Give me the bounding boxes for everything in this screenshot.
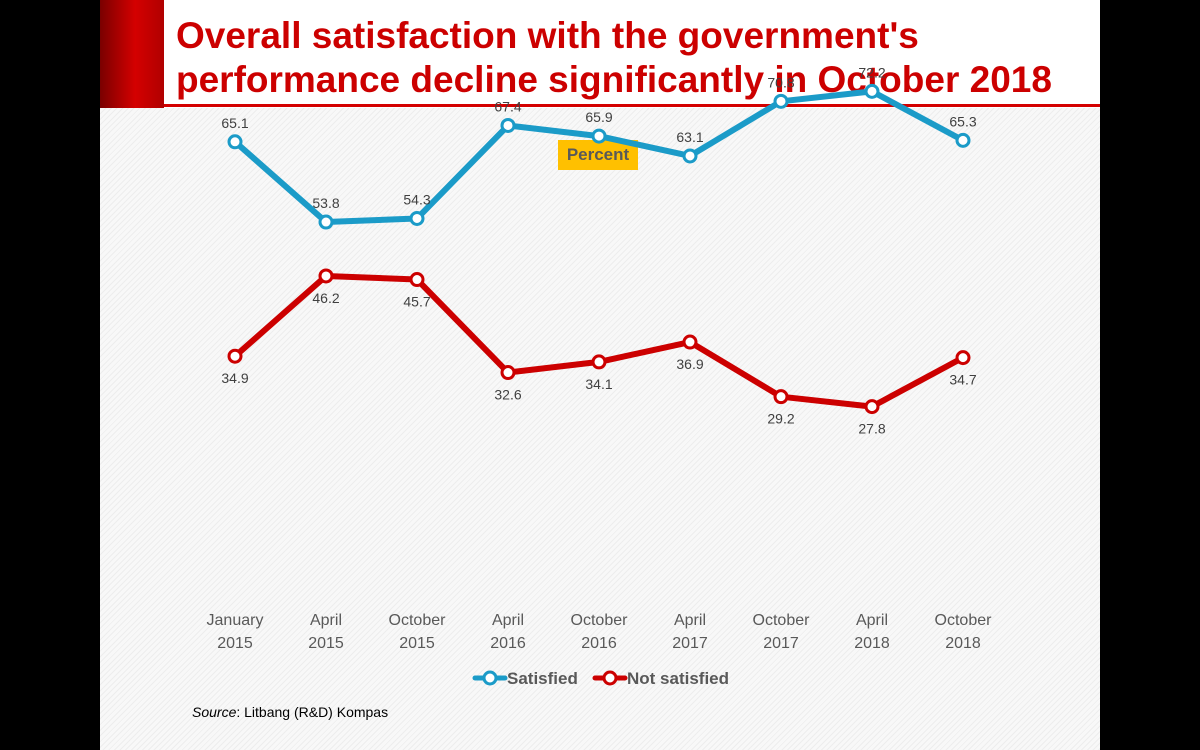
data-label: 67.4 <box>494 98 521 114</box>
x-tick-label-line: 2018 <box>945 635 981 652</box>
data-label: 34.7 <box>949 372 976 388</box>
x-tick-label-line: 2016 <box>581 635 617 652</box>
source-label: Source <box>192 704 237 720</box>
data-point <box>409 210 425 226</box>
x-tick-label: April 2016 <box>490 612 526 652</box>
data-point <box>409 272 425 288</box>
x-tick-label-line: 2017 <box>763 635 799 652</box>
x-tick-label: April 2015 <box>308 612 344 652</box>
source-text: : Litbang (R&D) Kompas <box>236 704 389 720</box>
data-label: 54.3 <box>403 191 430 207</box>
header: Overall satisfaction with the government… <box>100 0 1100 108</box>
data-point <box>227 348 243 364</box>
x-tick-label-line: 2016 <box>490 635 526 652</box>
data-label: 70.8 <box>767 74 794 90</box>
x-tick-label: October 2016 <box>571 612 629 652</box>
x-tick-label-line: April <box>674 612 706 629</box>
x-tick-label-line: 2015 <box>308 635 344 652</box>
data-point <box>318 214 334 230</box>
data-point <box>955 132 971 148</box>
data-point <box>500 365 516 381</box>
data-label: 45.7 <box>403 294 430 310</box>
data-label: 34.1 <box>585 376 612 392</box>
data-point <box>773 389 789 405</box>
data-point <box>318 268 334 284</box>
x-tick-label-line: October <box>753 612 811 629</box>
slide: Overall satisfaction with the government… <box>100 0 1100 750</box>
legend-swatch-marker <box>602 670 618 686</box>
data-label: 46.2 <box>312 290 339 306</box>
x-tick-label-line: January <box>207 612 264 629</box>
data-point <box>591 354 607 370</box>
data-point <box>682 334 698 350</box>
x-tick-label-line: October <box>571 612 629 629</box>
data-point <box>864 83 880 99</box>
data-point <box>773 93 789 109</box>
data-label: 63.1 <box>676 129 703 145</box>
data-point <box>955 350 971 366</box>
x-tick-label-line: October <box>389 612 447 629</box>
legend-swatch-marker <box>482 670 498 686</box>
legend-label: Not satisfied <box>627 669 729 688</box>
data-label: 29.2 <box>767 411 794 427</box>
x-tick-label: April 2018 <box>854 612 890 652</box>
data-label: 34.9 <box>221 370 248 386</box>
x-tick-label: October 2017 <box>753 612 811 652</box>
x-tick-label-line: April <box>492 612 524 629</box>
x-tick-label-line: 2015 <box>217 635 253 652</box>
data-point <box>227 134 243 150</box>
data-label: 65.9 <box>585 109 612 125</box>
x-tick-label: October 2018 <box>935 612 993 652</box>
data-label: 27.8 <box>858 421 885 437</box>
data-point <box>500 117 516 133</box>
x-tick-label-line: October <box>935 612 993 629</box>
data-point <box>591 128 607 144</box>
line-chart: 65.1 53.8 54.3 67.4 65.9 63.1 70.8 72.2 65.3 34.9… <box>207 64 993 688</box>
slide-title: Overall satisfaction with the government… <box>176 15 1052 100</box>
chart-title-badge: Percent <box>558 140 638 170</box>
data-label: 32.6 <box>494 387 521 403</box>
data-label: 36.9 <box>676 356 703 372</box>
x-tick-label: October 2015 <box>389 612 447 652</box>
legend-label: Satisfied <box>507 669 578 688</box>
x-tick-label-line: 2017 <box>672 635 708 652</box>
x-tick-label-line: 2018 <box>854 635 890 652</box>
x-tick-label-line: April <box>856 612 888 629</box>
data-point <box>864 399 880 415</box>
data-label: 65.3 <box>949 113 976 129</box>
data-label: 72.2 <box>858 64 885 80</box>
header-underline <box>164 104 1100 107</box>
source-note: Source: Litbang (R&D) Kompas <box>192 704 388 720</box>
x-tick-label-line: April <box>310 612 342 629</box>
x-tick-label-line: 2015 <box>399 635 435 652</box>
x-tick-label: April 2017 <box>672 612 708 652</box>
x-tick-label: January 2015 <box>207 612 264 652</box>
header-accent-bar <box>100 0 164 108</box>
data-label: 53.8 <box>312 195 339 211</box>
data-point <box>682 148 698 164</box>
data-label: 65.1 <box>221 115 248 131</box>
